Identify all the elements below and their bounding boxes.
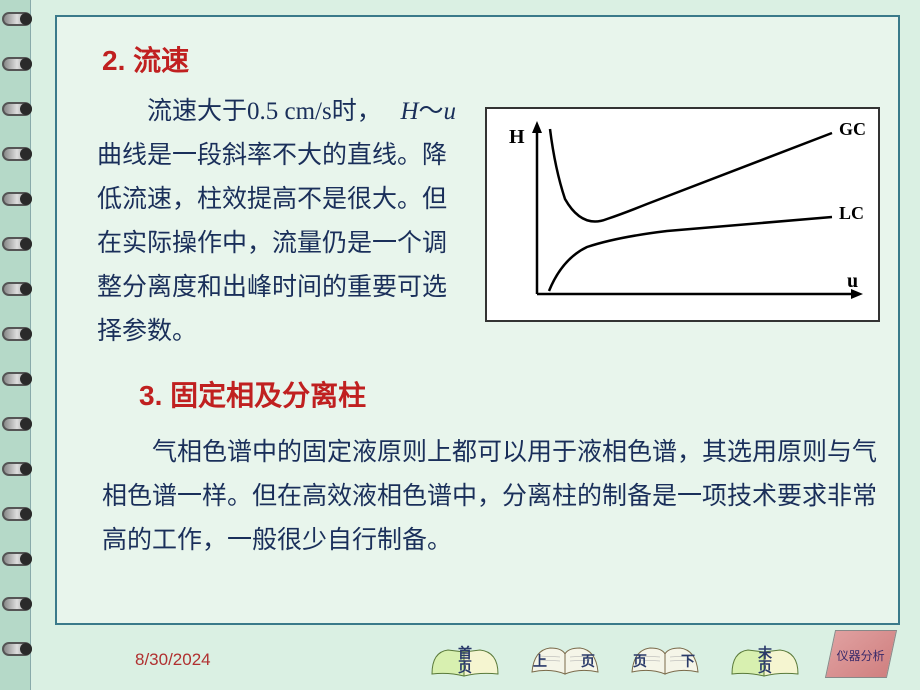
content-frame: 2. 流速 流速大于0.5 cm/s时， H～u 曲线是一段斜率不大的直线。降低… — [55, 15, 900, 625]
gc-curve — [550, 129, 832, 222]
nav-next-right: 下 — [668, 654, 708, 668]
nav-first-bottom: 页 — [430, 660, 500, 674]
analyzer-label: 仪器分析 — [831, 647, 891, 664]
var-u: u — [444, 98, 457, 125]
p1-text2: 曲线是一段斜率不大的直线。降低流速，柱效提高不是很大。但在实际操作中，流量仍是一… — [97, 142, 447, 345]
tilde: ～ — [419, 98, 444, 125]
nav-last-top: 末 — [730, 646, 800, 660]
chart-svg: H u GC LC — [487, 109, 882, 324]
nav-first-button[interactable]: 首 页 — [430, 630, 500, 678]
gc-label: GC — [839, 119, 866, 139]
paragraph-flow-rate: 流速大于0.5 cm/s时， H～u 曲线是一段斜率不大的直线。降低流速，柱效提… — [97, 90, 467, 354]
nav-next-left: 页 — [620, 654, 660, 668]
hu-chart: H u GC LC — [485, 107, 880, 322]
paragraph-stationary-phase: 气相色谱中的固定液原则上都可以用于液相色谱，其选用原则与气相色谱一样。但在高效液… — [102, 431, 877, 563]
heading-stationary-phase: 3. 固定相及分离柱 — [139, 374, 366, 414]
x-axis-label: u — [847, 270, 858, 292]
lc-curve — [549, 217, 832, 291]
p1-text1: 流速大于0.5 cm/s时， — [97, 98, 382, 125]
lc-label: LC — [839, 203, 864, 223]
var-H: H — [400, 98, 418, 125]
nav-first-top: 首 — [430, 646, 500, 660]
nav-button-bar: 首 页 上 页 页 下 末 页 — [430, 630, 892, 678]
nav-prev-button[interactable]: 上 页 — [530, 630, 600, 678]
heading-flow-rate: 2. 流速 — [102, 39, 189, 79]
spiral-binding — [0, 0, 35, 690]
nav-last-bottom: 页 — [730, 660, 800, 674]
nav-prev-right: 页 — [568, 654, 608, 668]
nav-prev-left: 上 — [520, 654, 560, 668]
date-label: 8/30/2024 — [135, 650, 211, 670]
y-axis-label: H — [509, 126, 525, 148]
analyzer-button[interactable]: 仪器分析 — [825, 630, 897, 678]
nav-next-button[interactable]: 页 下 — [630, 630, 700, 678]
nav-last-button[interactable]: 末 页 — [730, 630, 800, 678]
